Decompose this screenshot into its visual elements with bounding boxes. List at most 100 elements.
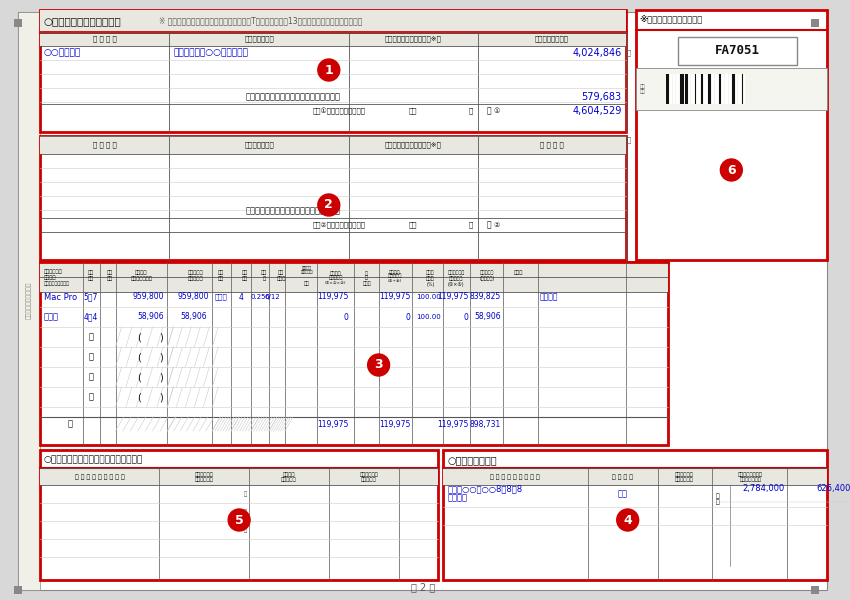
Text: 減価償却資産
の名称等: 減価償却資産 の名称等 bbox=[44, 269, 63, 280]
Text: 2: 2 bbox=[325, 199, 333, 211]
Text: － 2 －: － 2 － bbox=[411, 582, 435, 592]
Text: 上　記　以　外　の　仕　入　先　の　計: 上 記 以 外 の 仕 入 先 の 計 bbox=[246, 206, 341, 215]
Text: 本年中の
操業時間数: 本年中の 操業時間数 bbox=[301, 266, 313, 274]
Text: ○利子割引料の内訳（金融機関を除く）: ○利子割引料の内訳（金融機関を除く） bbox=[44, 455, 143, 464]
Circle shape bbox=[368, 354, 389, 376]
Text: 58,906: 58,906 bbox=[138, 313, 164, 322]
Text: 119,975: 119,975 bbox=[437, 419, 468, 428]
Text: 支 払 先 の 住 所 ・ 氏 名: 支 払 先 の 住 所 ・ 氏 名 bbox=[75, 474, 124, 480]
Bar bbox=[671, 74, 673, 104]
Text: (: ( bbox=[138, 372, 141, 382]
Text: 119,975: 119,975 bbox=[379, 419, 411, 428]
Text: ): ) bbox=[160, 352, 163, 362]
Bar bbox=[40, 10, 626, 32]
Bar bbox=[669, 74, 670, 104]
Text: 円: 円 bbox=[626, 50, 631, 56]
Text: 839,825: 839,825 bbox=[470, 292, 502, 301]
Text: 支 払 先 の 住 所 ・ 氏 名: 支 払 先 の 住 所 ・ 氏 名 bbox=[490, 474, 540, 480]
Bar bbox=[682, 74, 684, 104]
Text: うち: うち bbox=[409, 107, 417, 115]
Text: 東京都品川区○○１－１－１: 東京都品川区○○１－１－１ bbox=[173, 49, 248, 58]
Text: 本年中の
経費算入額: 本年中の 経費算入額 bbox=[281, 472, 297, 482]
Text: 119,975: 119,975 bbox=[317, 419, 348, 428]
Bar bbox=[698, 74, 700, 104]
Text: (⑤+⑥): (⑤+⑥) bbox=[388, 279, 402, 283]
Text: 右記①のうち軽減税率対象: 右記①のうち軽減税率対象 bbox=[312, 107, 366, 115]
Bar bbox=[711, 74, 712, 104]
Text: 佐藤吾郎: 佐藤吾郎 bbox=[447, 493, 468, 503]
Text: ○○株式会社: ○○株式会社 bbox=[44, 49, 81, 58]
Text: 地: 地 bbox=[716, 499, 719, 505]
Text: 別: 別 bbox=[366, 275, 368, 280]
Text: 5: 5 bbox=[235, 514, 243, 527]
Text: (: ( bbox=[138, 352, 141, 362]
Text: 5・7: 5・7 bbox=[83, 292, 98, 301]
Bar bbox=[735, 74, 739, 104]
Bar bbox=[40, 32, 626, 46]
Circle shape bbox=[228, 509, 250, 531]
Text: 898,731: 898,731 bbox=[470, 419, 502, 428]
Text: 959,800: 959,800 bbox=[133, 292, 164, 301]
Bar bbox=[677, 74, 678, 104]
Bar bbox=[40, 262, 667, 445]
Bar bbox=[675, 74, 676, 104]
Text: 計: 計 bbox=[486, 220, 490, 229]
Text: 円: 円 bbox=[244, 527, 247, 533]
Text: うち: うち bbox=[409, 221, 417, 229]
Text: 登録番号（法人番号）（※）: 登録番号（法人番号）（※） bbox=[385, 142, 442, 148]
Text: 0: 0 bbox=[463, 313, 468, 322]
Text: 58,906: 58,906 bbox=[180, 313, 207, 322]
Text: 計: 計 bbox=[486, 107, 490, 115]
Text: ): ) bbox=[160, 392, 163, 402]
Text: 所　　在　　地: 所 在 地 bbox=[244, 35, 274, 43]
Text: 119,975: 119,975 bbox=[437, 292, 468, 301]
Text: 特: 特 bbox=[366, 271, 368, 275]
Text: 本年分の: 本年分の bbox=[388, 270, 400, 275]
Text: 耐用
年数: 耐用 年数 bbox=[242, 270, 248, 281]
Bar bbox=[677, 37, 797, 65]
Text: ①: ① bbox=[493, 108, 500, 114]
Bar bbox=[14, 586, 22, 594]
Text: ・: ・ bbox=[88, 332, 94, 341]
Text: 売上（収入）金額: 売上（収入）金額 bbox=[535, 35, 569, 43]
Text: ②: ② bbox=[493, 222, 500, 228]
Text: ): ) bbox=[160, 372, 163, 382]
Circle shape bbox=[720, 159, 742, 181]
Text: Mac Pro: Mac Pro bbox=[44, 292, 77, 301]
Text: 119,975: 119,975 bbox=[379, 292, 411, 301]
Text: 本年分の: 本年分の bbox=[330, 271, 342, 275]
Text: 東京都○○区○○8－8－8: 東京都○○区○○8－8－8 bbox=[447, 485, 523, 493]
Text: 償却の基礎
になる金額: 償却の基礎 になる金額 bbox=[188, 270, 203, 281]
Text: 賃 借 物 件: 賃 借 物 件 bbox=[612, 474, 633, 480]
Text: 6: 6 bbox=[727, 163, 735, 176]
Text: 定額法: 定額法 bbox=[215, 293, 228, 301]
Text: 貸: 貸 bbox=[716, 493, 719, 499]
Text: ・: ・ bbox=[88, 392, 94, 401]
Text: 期末残在の借
入金等の金額: 期末残在の借 入金等の金額 bbox=[195, 472, 213, 482]
Text: 579,683: 579,683 bbox=[581, 92, 621, 102]
Bar bbox=[716, 74, 717, 104]
Text: 626,400: 626,400 bbox=[817, 485, 850, 493]
Text: 普通信用費: 普通信用費 bbox=[329, 275, 343, 280]
Bar bbox=[14, 19, 22, 27]
Text: 売 上 先 名: 売 上 先 名 bbox=[93, 35, 116, 43]
Bar bbox=[811, 19, 819, 27]
Text: 償却費: 償却費 bbox=[362, 280, 371, 286]
Bar bbox=[685, 74, 688, 104]
Bar bbox=[40, 468, 439, 485]
Bar bbox=[694, 74, 696, 104]
Text: 円: 円 bbox=[468, 107, 473, 115]
Text: 1: 1 bbox=[325, 64, 333, 76]
Bar bbox=[40, 262, 667, 292]
Bar bbox=[666, 74, 667, 104]
Text: ): ) bbox=[160, 332, 163, 342]
Text: 事業費
用割合
(%): 事業費 用割合 (%) bbox=[426, 270, 434, 287]
Text: 6/12: 6/12 bbox=[264, 294, 280, 300]
Text: 償還費合計: 償還費合計 bbox=[388, 274, 402, 278]
Text: 4: 4 bbox=[623, 514, 632, 527]
Circle shape bbox=[318, 59, 340, 81]
Text: ※本年中における特殊事情: ※本年中における特殊事情 bbox=[640, 16, 703, 25]
Text: 登録番号（法人番号）（※）: 登録番号（法人番号）（※） bbox=[385, 35, 442, 43]
Bar bbox=[444, 450, 827, 580]
Bar bbox=[18, 12, 40, 590]
